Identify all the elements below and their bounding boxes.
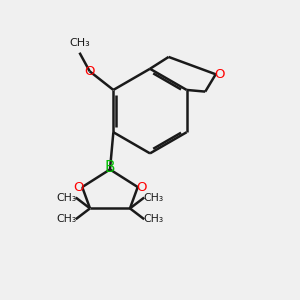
Text: O: O (73, 181, 83, 194)
Text: O: O (84, 65, 95, 78)
Text: CH₃: CH₃ (56, 193, 76, 202)
Text: CH₃: CH₃ (144, 214, 164, 224)
Text: CH₃: CH₃ (144, 193, 164, 202)
Text: O: O (136, 181, 147, 194)
Text: O: O (214, 68, 225, 81)
Text: B: B (105, 160, 115, 175)
Text: CH₃: CH₃ (69, 38, 90, 48)
Text: CH₃: CH₃ (56, 214, 76, 224)
